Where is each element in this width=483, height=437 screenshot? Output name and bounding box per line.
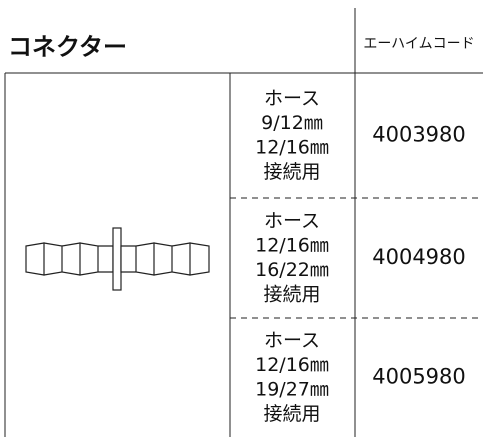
description-line: 接続用 [263,161,320,183]
product-code: 4004980 [372,245,466,269]
description-line: 接続用 [263,283,320,305]
description-line: 9/12㎜ [261,112,323,134]
description-line: 接続用 [263,403,320,425]
connector-drawing [25,227,210,291]
left-tube [25,242,114,276]
description-line: ホース [264,329,320,351]
flange [112,227,122,291]
description-line: 16/22㎜ [255,259,329,281]
code-header: エーハイムコード [363,36,474,52]
right-tube [120,242,210,276]
product-code: 4005980 [372,365,466,389]
description-line: ホース [264,87,320,109]
product-code: 4003980 [372,123,466,147]
description-line: 12/16㎜ [255,234,329,256]
table-lines [4,8,483,437]
description-line: 12/16㎜ [255,136,329,158]
description-line: ホース [264,210,320,232]
title: コネクター [8,33,127,61]
description-line: 12/16㎜ [255,354,329,376]
description-line: 19/27㎜ [255,378,329,400]
